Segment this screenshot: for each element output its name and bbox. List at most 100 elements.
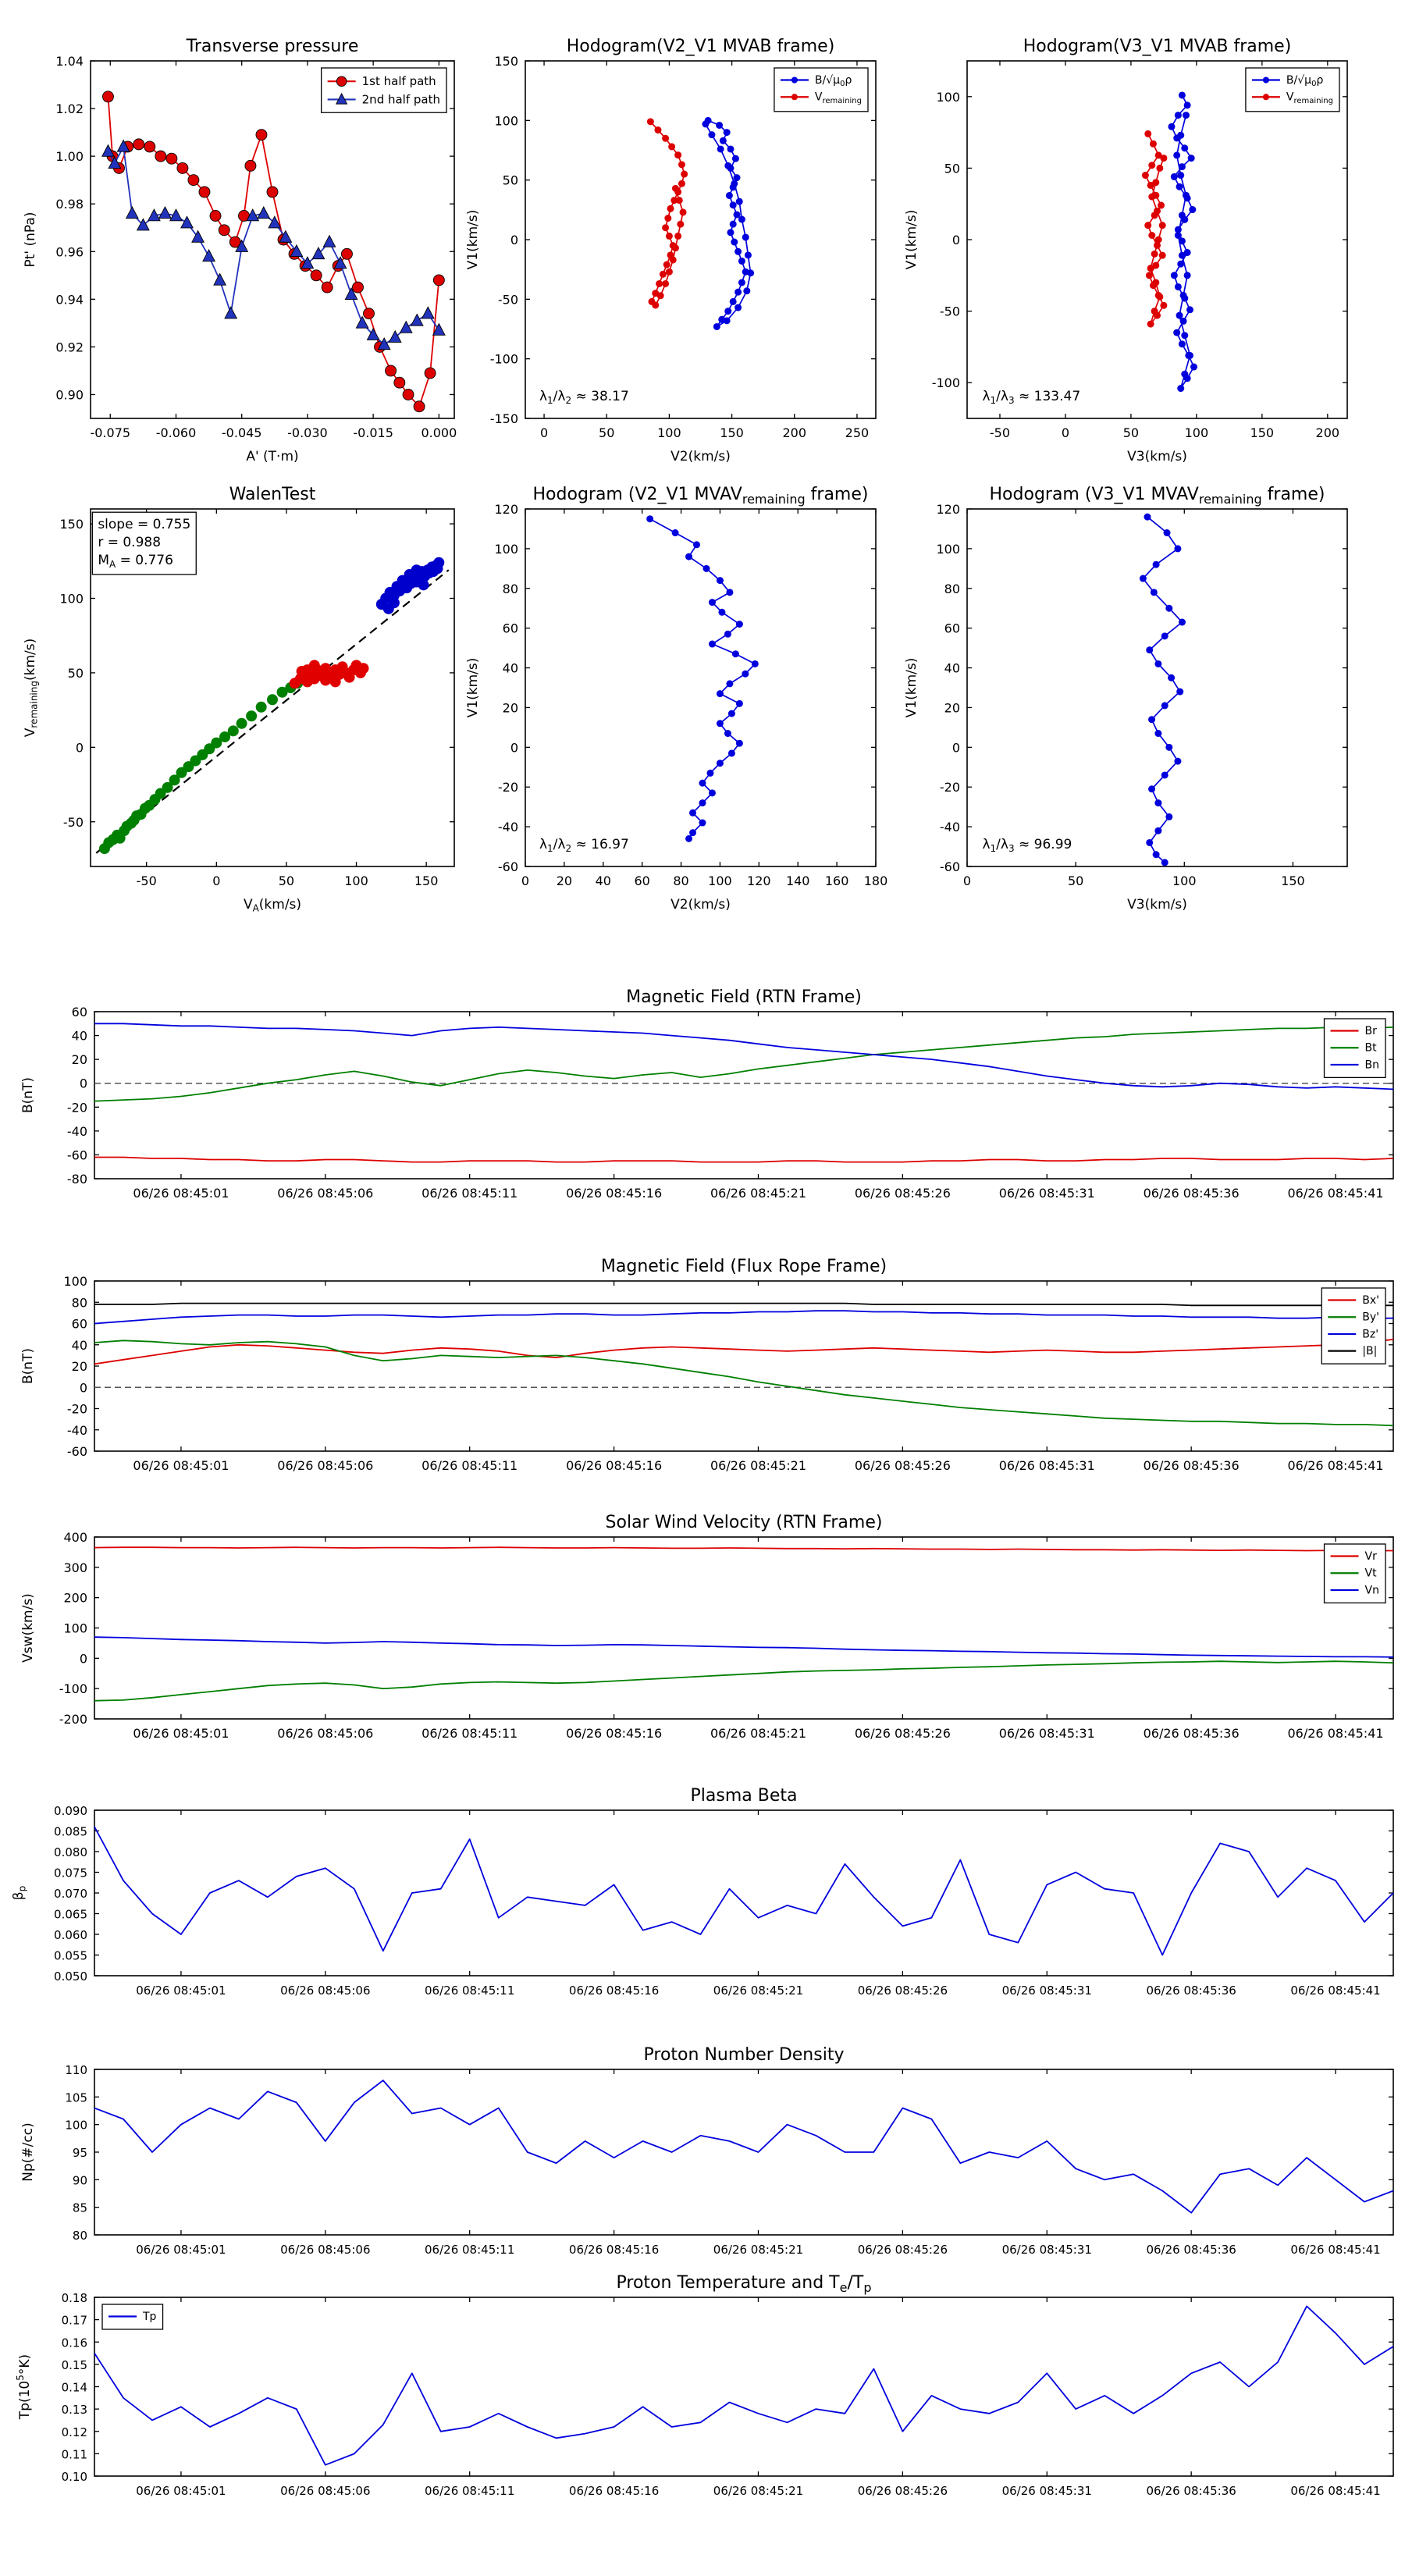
marker (162, 781, 173, 793)
legend-label: Vn (1365, 1584, 1379, 1596)
marker (180, 215, 194, 229)
x-tick-label: 06/26 08:45:36 (1146, 2243, 1236, 2257)
y-axis-label: Vsw(km/s) (20, 1593, 36, 1663)
y-tick-label: 0.96 (55, 244, 84, 259)
marker (1179, 291, 1187, 299)
marker (1158, 201, 1165, 209)
y-tick-label: -20 (940, 780, 960, 795)
x-tick-label: 06/26 08:45:06 (280, 2484, 370, 2498)
marker (1139, 575, 1147, 582)
y-tick-label: 0.18 (62, 2291, 87, 2305)
series-Bt (94, 1026, 1394, 1102)
legend-box (320, 67, 447, 113)
marker (102, 91, 114, 103)
y-tick-label: 120 (936, 502, 960, 517)
marker (108, 155, 122, 169)
legend-label: Bz' (1362, 1328, 1378, 1340)
marker (656, 292, 664, 300)
marker (699, 799, 706, 807)
x-tick-label: 150 (414, 873, 439, 888)
x-tick-label: 06/26 08:45:16 (569, 2484, 659, 2498)
x-tick-label: 06/26 08:45:21 (713, 2484, 803, 2498)
marker (735, 621, 743, 628)
marker (246, 208, 260, 222)
marker (669, 256, 677, 264)
marker (735, 247, 742, 255)
marker (1150, 589, 1158, 596)
marker (1146, 646, 1154, 654)
marker (670, 197, 678, 205)
legend: B/√μ0ρ Vremaining (1245, 67, 1340, 112)
marker (1147, 320, 1154, 328)
y-axis-label: V1(km/s) (904, 658, 919, 718)
marker (301, 256, 315, 269)
chart-title: WalenTest (229, 485, 316, 504)
axes-frame (966, 508, 1348, 867)
marker (1174, 545, 1182, 553)
marker (713, 322, 720, 330)
chart-title: Magnetic Field (RTN Frame) (626, 987, 862, 1007)
y-tick-label: 0 (80, 1380, 87, 1395)
x-tick-label: 150 (720, 425, 744, 440)
marker (255, 129, 268, 141)
panel-p9: 06/26 08:45:01 06/26 08:45:06 06/26 08:45:… (20, 1513, 1394, 1741)
marker (699, 819, 706, 827)
marker (727, 229, 735, 237)
x-tick-label: 06/26 08:45:26 (855, 1186, 951, 1201)
legend-label: 2nd half path (362, 92, 440, 106)
marker (665, 268, 673, 276)
marker (1183, 272, 1191, 279)
y-tick-label: 0.15 (62, 2358, 87, 2372)
marker (742, 233, 749, 241)
x-tick-label: 06/26 08:45:31 (999, 1186, 1095, 1201)
y-tick-label: -60 (67, 1444, 87, 1459)
axes-frame (525, 60, 877, 419)
x-tick-label: 50 (1068, 873, 1083, 888)
y-tick-label: -60 (940, 859, 960, 874)
marker (724, 630, 731, 638)
marker (198, 186, 211, 198)
marker (244, 159, 257, 172)
x-tick-label: 100 (1185, 425, 1209, 440)
marker (1147, 265, 1154, 272)
y-tick-label: 100 (59, 592, 84, 607)
marker (125, 206, 139, 219)
marker (723, 129, 731, 137)
marker (727, 710, 735, 717)
marker (366, 327, 380, 340)
panel-p12: 06/26 08:45:01 06/26 08:45:06 06/26 08:45:… (15, 2273, 1394, 2498)
marker (1177, 385, 1185, 393)
marker (1161, 859, 1168, 866)
y-tick-label: 300 (63, 1560, 87, 1575)
y-tick-label: -40 (67, 1423, 87, 1438)
series-Tp (94, 2305, 1394, 2466)
y-tick-label: -40 (498, 820, 518, 834)
marker (678, 180, 685, 187)
y-tick-label: 100 (494, 113, 518, 128)
y-tick-label: 60 (503, 621, 518, 636)
y-tick-label: 20 (72, 1052, 87, 1067)
x-tick-label: 06/26 08:45:36 (1144, 1186, 1240, 1201)
marker (1178, 163, 1186, 171)
marker (652, 301, 660, 309)
y-tick-label: 20 (503, 700, 518, 715)
marker (321, 281, 333, 294)
annotation-text: λ1/λ3 ≈ 96.99 (982, 837, 1072, 854)
x-tick-label: 06/26 08:45:01 (136, 2243, 226, 2257)
marker (659, 270, 667, 278)
marker (363, 308, 375, 320)
marker (708, 131, 716, 139)
y-tick-label: 100 (936, 542, 960, 557)
marker (1161, 771, 1168, 779)
series-Bn (94, 1023, 1394, 1091)
x-tick-label: 06/26 08:45:31 (999, 1726, 1095, 1741)
axes-frame (94, 1280, 1394, 1452)
marker (1168, 123, 1176, 130)
marker (413, 400, 425, 413)
marker (329, 676, 341, 688)
y-tick-label: 0.090 (54, 1804, 87, 1818)
y-tick-label: 150 (494, 54, 518, 69)
y-tick-label: 40 (944, 661, 960, 676)
marker (209, 210, 222, 222)
x-tick-label: 06/26 08:45:11 (422, 1186, 518, 1201)
